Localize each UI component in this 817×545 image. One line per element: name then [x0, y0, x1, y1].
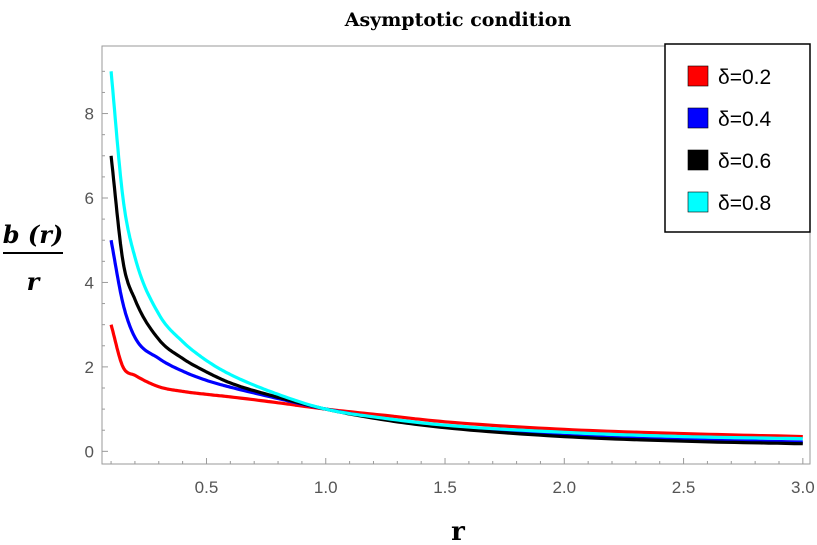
y-tick-label: 8 [85, 105, 94, 124]
series-line-2 [109, 239, 803, 444]
legend-swatch-3 [687, 149, 709, 171]
y-axis-label-numerator: b (r) [3, 220, 64, 249]
legend-label-1: δ=0.2 [718, 66, 771, 89]
legend-swatch-2 [687, 107, 709, 129]
y-axis-label-denominator: r [27, 267, 42, 296]
series-lines [109, 71, 803, 446]
series-line-3 [109, 155, 803, 446]
chart-title: Asymptotic condition [344, 9, 572, 31]
x-tick-label: 1.0 [314, 478, 338, 497]
legend-label-3: δ=0.6 [718, 150, 771, 173]
y-axis: 0 2 4 6 8 [85, 70, 108, 461]
legend-label-2: δ=0.4 [718, 108, 771, 131]
x-axis: 0.5 1.0 1.5 2.0 2.5 3.0 [110, 458, 815, 497]
legend-label-4: δ=0.8 [718, 192, 771, 215]
legend-swatch-4 [687, 191, 709, 213]
legend-swatch-1 [687, 65, 709, 87]
x-tick-label: 2.5 [672, 478, 696, 497]
series-line-1 [109, 324, 803, 439]
y-tick-label: 0 [85, 442, 94, 461]
legend: δ=0.2 δ=0.4 δ=0.6 δ=0.8 [664, 43, 811, 233]
x-tick-label: 1.5 [433, 478, 457, 497]
series-line-4 [109, 71, 803, 441]
x-tick-label: 3.0 [791, 478, 815, 497]
y-tick-label: 6 [85, 189, 94, 208]
y-axis-label: b (r) r [3, 220, 64, 296]
x-tick-label: 0.5 [195, 478, 219, 497]
x-axis-label: r [451, 517, 465, 545]
y-tick-label: 4 [85, 273, 94, 292]
x-tick-label: 2.0 [552, 478, 576, 497]
y-tick-label: 2 [85, 358, 94, 377]
plot-frame [101, 45, 811, 465]
